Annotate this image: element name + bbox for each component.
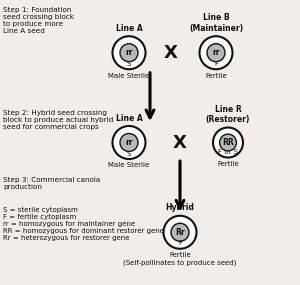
- Ellipse shape: [207, 44, 225, 62]
- Ellipse shape: [112, 36, 146, 69]
- Text: Rr: Rr: [175, 228, 185, 237]
- Text: rr: rr: [212, 48, 220, 57]
- Text: S: S: [127, 150, 131, 156]
- Ellipse shape: [120, 44, 138, 62]
- Text: Hybrid: Hybrid: [166, 203, 194, 212]
- Text: Step 1: Foundation
seed crossing block
to produce more
Line A seed: Step 1: Foundation seed crossing block t…: [3, 7, 74, 34]
- Text: Line A: Line A: [116, 24, 142, 33]
- Text: X: X: [164, 44, 178, 62]
- Ellipse shape: [213, 127, 243, 158]
- Text: F: F: [214, 61, 218, 67]
- Text: Male Sterile: Male Sterile: [108, 162, 150, 168]
- Text: Fertile
(Self-pollinates to produce seed): Fertile (Self-pollinates to produce seed…: [123, 252, 237, 266]
- Ellipse shape: [200, 36, 232, 69]
- Text: Fertile: Fertile: [217, 161, 239, 167]
- Text: rr: rr: [125, 138, 133, 147]
- Text: Fertile: Fertile: [205, 73, 227, 79]
- Ellipse shape: [120, 133, 138, 152]
- Text: Line B
(Maintainer): Line B (Maintainer): [189, 13, 243, 33]
- Text: Step 2: Hybrid seed crossing
block to produce actual hybrid
seed for commercial : Step 2: Hybrid seed crossing block to pr…: [3, 110, 113, 130]
- Text: Step 3: Commercial canola
production: Step 3: Commercial canola production: [3, 177, 100, 190]
- Text: rr: rr: [125, 48, 133, 57]
- Text: Line A: Line A: [116, 114, 142, 123]
- Text: RR: RR: [222, 138, 234, 147]
- Text: S: S: [127, 61, 131, 67]
- Text: X: X: [173, 133, 187, 152]
- Ellipse shape: [171, 223, 189, 241]
- Ellipse shape: [164, 216, 196, 249]
- Text: F or S: F or S: [218, 149, 238, 155]
- Ellipse shape: [220, 134, 236, 151]
- Text: Line R
(Restorer): Line R (Restorer): [206, 105, 250, 124]
- Ellipse shape: [112, 126, 146, 159]
- Text: Male Sterile: Male Sterile: [108, 73, 150, 79]
- Text: S = sterile cytoplasm
F = fertile cytoplasm
rr = homozygous for maintainer gene
: S = sterile cytoplasm F = fertile cytopl…: [3, 207, 164, 241]
- Text: F: F: [178, 240, 182, 246]
